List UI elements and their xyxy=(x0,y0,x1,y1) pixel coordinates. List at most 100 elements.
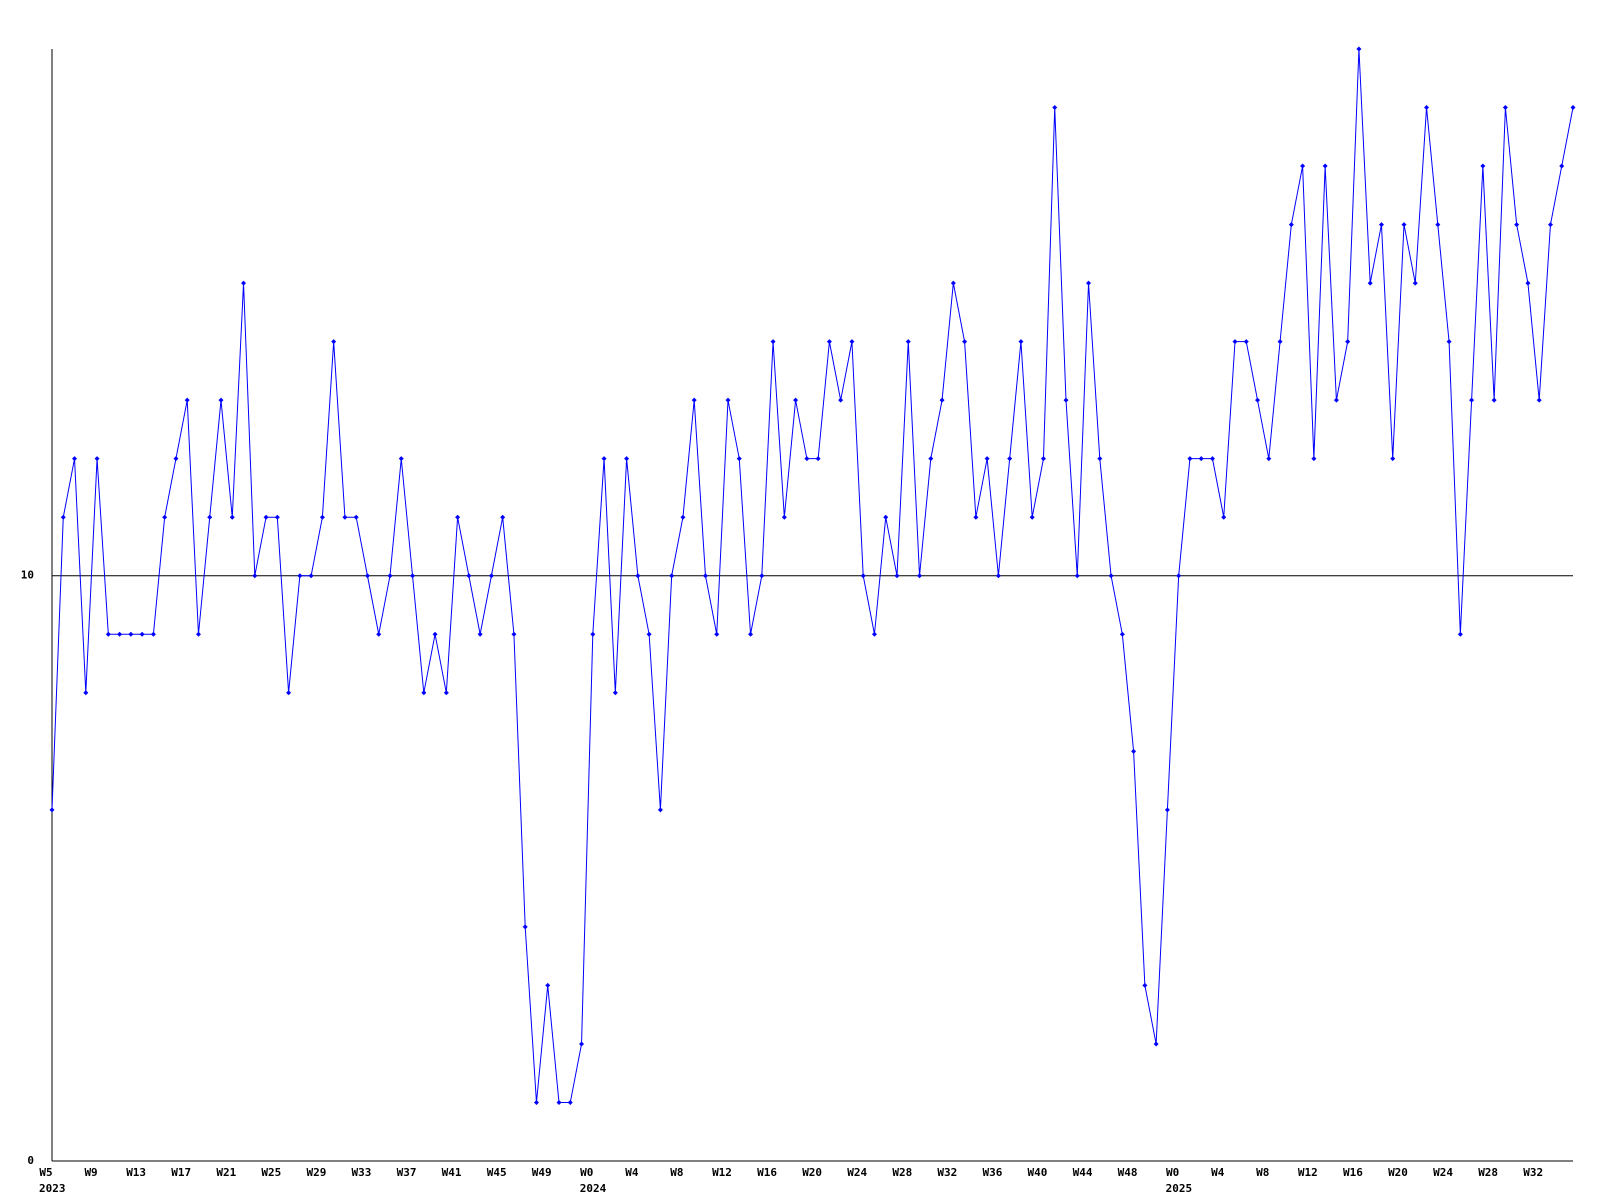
point-marker xyxy=(105,631,111,637)
point-marker xyxy=(1074,573,1080,579)
point-marker xyxy=(1536,397,1542,403)
point-marker xyxy=(770,339,776,345)
point-marker xyxy=(1514,222,1520,228)
point-marker xyxy=(207,514,213,520)
x-tick-label: W20 xyxy=(802,1166,822,1179)
point-marker xyxy=(579,1041,585,1047)
point-marker xyxy=(1176,573,1182,579)
y-tick-label: 10 xyxy=(21,569,34,582)
point-marker xyxy=(815,456,821,462)
point-marker xyxy=(984,456,990,462)
point-marker xyxy=(83,690,89,696)
point-marker xyxy=(973,514,979,520)
point-marker xyxy=(612,690,618,696)
point-marker xyxy=(1322,163,1328,169)
point-marker xyxy=(150,631,156,637)
point-marker xyxy=(1255,397,1261,403)
point-marker xyxy=(522,924,528,930)
point-marker xyxy=(894,573,900,579)
x-tick-label: W16 xyxy=(757,1166,777,1179)
point-marker xyxy=(1446,339,1452,345)
point-marker xyxy=(1367,280,1373,286)
x-group-label: 2025 xyxy=(1166,1182,1193,1195)
point-marker xyxy=(319,514,325,520)
point-marker xyxy=(1401,222,1407,228)
point-marker xyxy=(1424,105,1430,111)
point-marker xyxy=(1052,105,1058,111)
x-tick-label: W5 xyxy=(39,1166,52,1179)
point-marker xyxy=(804,456,810,462)
point-marker xyxy=(646,631,652,637)
point-marker xyxy=(725,397,731,403)
point-marker xyxy=(883,514,889,520)
point-marker xyxy=(657,807,663,813)
series-line xyxy=(51,48,1574,1103)
x-tick-label: W24 xyxy=(1433,1166,1453,1179)
point-marker xyxy=(567,1099,573,1105)
point-marker xyxy=(195,631,201,637)
point-marker xyxy=(72,456,78,462)
point-marker xyxy=(545,982,551,988)
point-marker xyxy=(466,573,472,579)
x-tick-label: W20 xyxy=(1388,1166,1408,1179)
point-marker xyxy=(962,339,968,345)
x-tick-label: W29 xyxy=(306,1166,326,1179)
point-marker xyxy=(781,514,787,520)
point-marker xyxy=(1288,222,1294,228)
point-marker xyxy=(871,631,877,637)
point-marker xyxy=(455,514,461,520)
point-marker xyxy=(1277,339,1283,345)
x-tick-label: W28 xyxy=(1478,1166,1498,1179)
x-tick-label: W36 xyxy=(982,1166,1002,1179)
point-marker xyxy=(1221,514,1227,520)
point-marker xyxy=(1119,631,1125,637)
point-marker xyxy=(1153,1041,1159,1047)
point-marker xyxy=(1378,222,1384,228)
point-marker xyxy=(1007,456,1013,462)
point-marker xyxy=(838,397,844,403)
x-group-label: 2023 xyxy=(39,1182,66,1195)
x-tick-label: W41 xyxy=(442,1166,462,1179)
point-marker xyxy=(702,573,708,579)
x-tick-label: W0 xyxy=(1166,1166,1179,1179)
point-marker xyxy=(1311,456,1317,462)
point-marker xyxy=(669,573,675,579)
point-marker xyxy=(590,631,596,637)
point-marker xyxy=(995,573,1001,579)
x-tick-label: W37 xyxy=(397,1166,417,1179)
point-marker xyxy=(1300,163,1306,169)
point-marker xyxy=(60,514,66,520)
point-marker xyxy=(218,397,224,403)
point-marker xyxy=(533,1099,539,1105)
point-marker xyxy=(1547,222,1553,228)
point-marker xyxy=(1187,456,1193,462)
point-marker xyxy=(376,631,382,637)
point-marker xyxy=(252,573,258,579)
point-marker xyxy=(950,280,956,286)
point-marker xyxy=(1142,982,1148,988)
x-tick-label: W48 xyxy=(1118,1166,1138,1179)
x-tick-label: W12 xyxy=(712,1166,732,1179)
point-marker xyxy=(939,397,945,403)
point-marker xyxy=(1232,339,1238,345)
point-marker xyxy=(1457,631,1463,637)
point-marker xyxy=(1097,456,1103,462)
point-marker xyxy=(624,456,630,462)
point-marker xyxy=(1266,456,1272,462)
point-marker xyxy=(342,514,348,520)
point-marker xyxy=(826,339,832,345)
point-marker xyxy=(1243,339,1249,345)
point-marker xyxy=(860,573,866,579)
point-marker xyxy=(601,456,607,462)
point-marker xyxy=(184,397,190,403)
point-marker xyxy=(297,573,303,579)
point-marker xyxy=(432,631,438,637)
x-tick-label: W32 xyxy=(937,1166,957,1179)
x-tick-label: W4 xyxy=(625,1166,639,1179)
point-marker xyxy=(1164,807,1170,813)
point-marker xyxy=(410,573,416,579)
point-marker xyxy=(905,339,911,345)
point-marker xyxy=(421,690,427,696)
